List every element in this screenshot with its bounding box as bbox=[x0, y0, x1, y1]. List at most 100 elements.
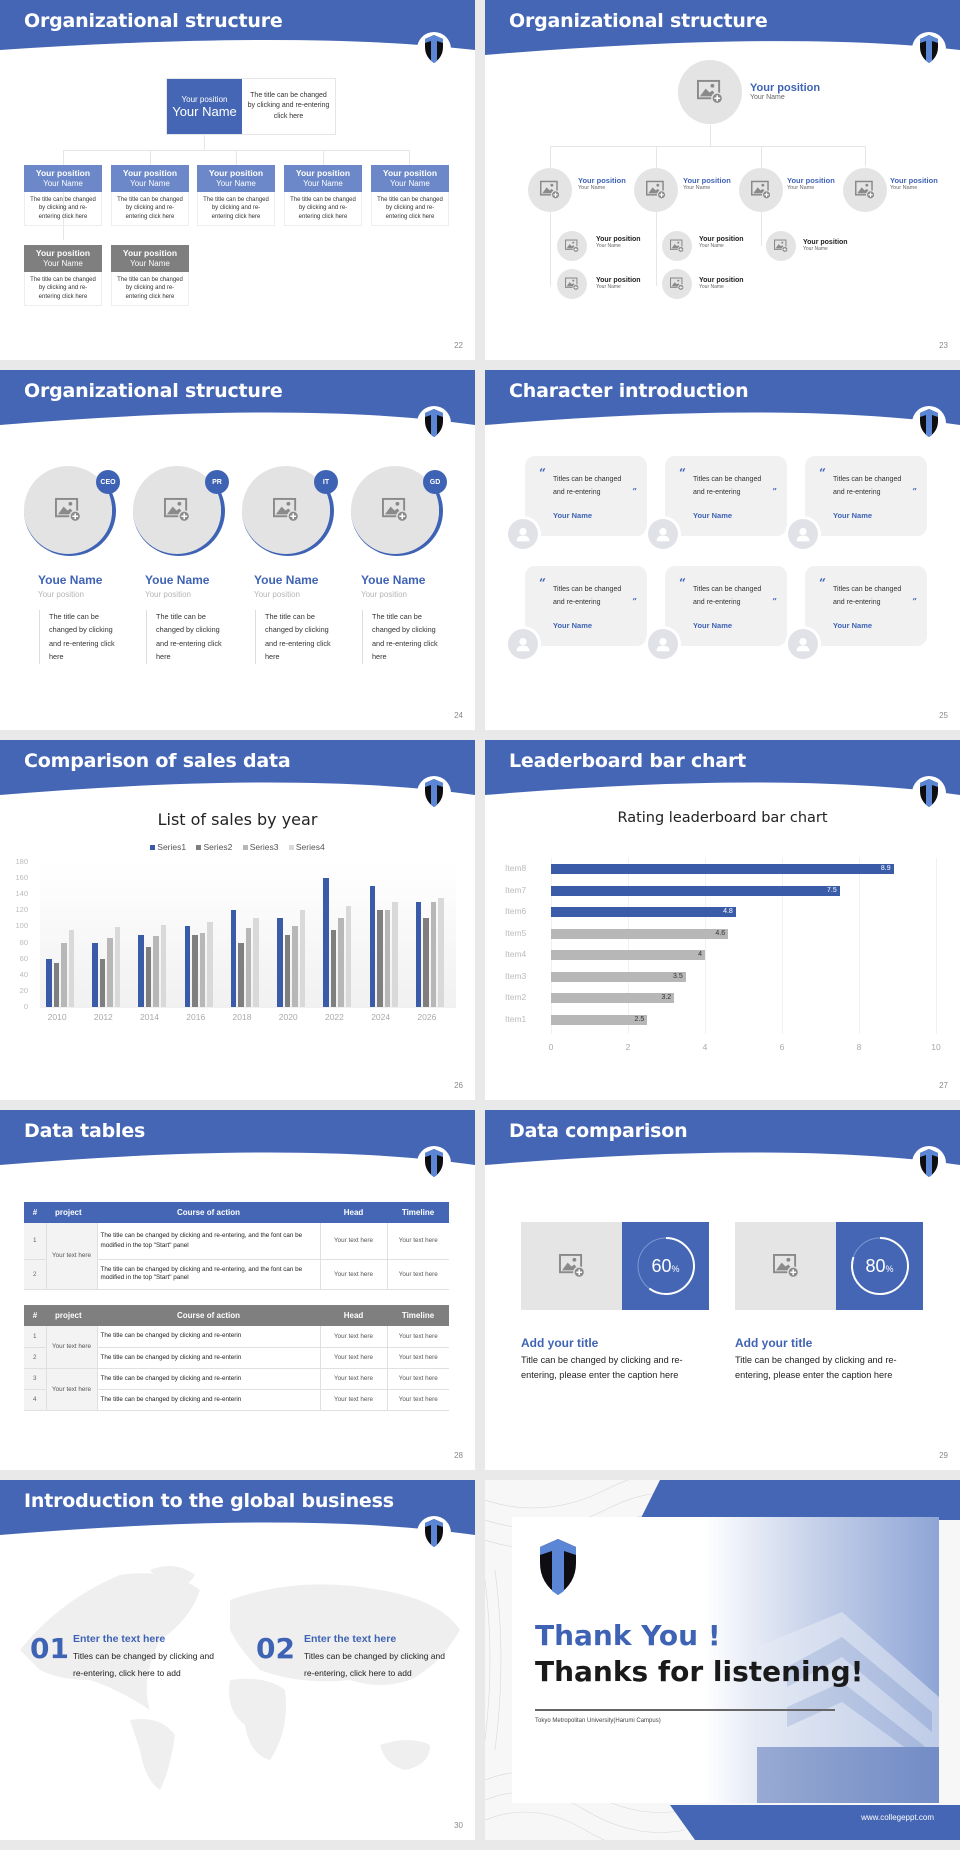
bar[interactable] bbox=[153, 936, 159, 1007]
person-photo[interactable]: GD bbox=[351, 466, 447, 556]
bar[interactable] bbox=[253, 918, 259, 1007]
bar[interactable] bbox=[61, 942, 67, 1007]
bar[interactable] bbox=[68, 930, 74, 1007]
bar[interactable] bbox=[138, 934, 144, 1007]
table-row[interactable]: 2 The title can be changed by clicking a… bbox=[24, 1259, 449, 1290]
image-placeholder[interactable] bbox=[735, 1222, 836, 1310]
testimonial-card[interactable]: “ Titles can be changed and re-entering ” Y… bbox=[805, 566, 927, 646]
table-row[interactable]: 2 The title can be changed by clicking a… bbox=[24, 1347, 449, 1369]
website-link[interactable]: www.collegeppt.com bbox=[861, 1813, 934, 1822]
avatar[interactable] bbox=[645, 626, 681, 662]
org-box[interactable]: Your position Your Name The title can be c… bbox=[24, 165, 102, 226]
bar[interactable] bbox=[299, 910, 306, 1007]
bar[interactable] bbox=[114, 927, 121, 1007]
bar[interactable] bbox=[392, 902, 398, 1007]
bar[interactable] bbox=[245, 928, 252, 1007]
table-row[interactable]: 1 Your text here The title can be change… bbox=[24, 1223, 449, 1290]
bar[interactable]: 3.2 bbox=[551, 993, 675, 1003]
slide-24[interactable]: Organizational structure CEO PR IT GD Yo… bbox=[0, 370, 475, 730]
slide-29[interactable]: Data comparison 60% 80% Add your title T… bbox=[485, 1110, 960, 1470]
slide-25[interactable]: Character introduction “ Titles can be ch… bbox=[485, 370, 960, 730]
bar[interactable] bbox=[277, 918, 283, 1007]
bar[interactable] bbox=[438, 898, 444, 1007]
avatar[interactable] bbox=[785, 516, 821, 552]
bar[interactable]: 4.6 bbox=[551, 928, 729, 939]
bar[interactable]: 7.5 bbox=[551, 885, 840, 896]
avatar[interactable] bbox=[645, 516, 681, 552]
avatar-placeholder[interactable] bbox=[557, 269, 587, 299]
slide-27[interactable]: Leaderboard bar chart Rating leaderboard… bbox=[485, 740, 960, 1100]
bar[interactable] bbox=[46, 958, 52, 1007]
avatar[interactable] bbox=[505, 626, 541, 662]
bar[interactable] bbox=[92, 942, 98, 1007]
org-box[interactable]: Your position Your Name The title can be c… bbox=[111, 165, 189, 226]
bar[interactable]: 4 bbox=[551, 950, 705, 960]
table-row[interactable]: 3 Your text here The title can be change… bbox=[24, 1368, 449, 1411]
testimonial-card[interactable]: “ Titles can be changed and re-entering ” Y… bbox=[525, 566, 647, 646]
bar[interactable] bbox=[53, 962, 59, 1007]
bar[interactable] bbox=[384, 910, 391, 1007]
person-photo[interactable]: CEO bbox=[24, 466, 120, 556]
table-row[interactable]: 1 Your text here The title can be change… bbox=[24, 1326, 449, 1369]
bar[interactable] bbox=[199, 932, 206, 1007]
bar[interactable] bbox=[430, 902, 437, 1007]
bar[interactable]: 8.9 bbox=[551, 864, 894, 874]
bar[interactable]: 2.5 bbox=[551, 1014, 648, 1025]
image-placeholder[interactable] bbox=[521, 1222, 622, 1310]
comparison-card[interactable]: 60% bbox=[521, 1222, 709, 1310]
slide-26[interactable]: Comparison of sales data List of sales b… bbox=[0, 740, 475, 1100]
slide-22[interactable]: Organizational structure Your position Yo… bbox=[0, 0, 475, 360]
bar[interactable] bbox=[230, 910, 237, 1007]
org-box[interactable]: Your position Your Name The title can be c… bbox=[284, 165, 362, 226]
org-box[interactable]: Your position Your Name The title can be c… bbox=[24, 245, 102, 306]
avatar[interactable] bbox=[505, 516, 541, 552]
person-photo[interactable]: IT bbox=[242, 466, 338, 556]
avatar-placeholder[interactable] bbox=[557, 231, 587, 261]
bar[interactable] bbox=[330, 929, 337, 1007]
bar[interactable] bbox=[238, 942, 244, 1007]
avatar-placeholder[interactable] bbox=[662, 231, 692, 261]
bar[interactable]: 4.8 bbox=[551, 907, 736, 917]
org-box[interactable]: Your position Your Name The title can be c… bbox=[111, 245, 189, 306]
bar[interactable] bbox=[107, 937, 113, 1007]
person-photo[interactable]: PR bbox=[133, 466, 229, 556]
slide-thank-you[interactable]: Thank You ! Thanks for listening! Tokyo … bbox=[485, 1480, 960, 1840]
bar[interactable] bbox=[369, 886, 376, 1007]
bar[interactable] bbox=[160, 924, 167, 1007]
testimonial-card[interactable]: “ Titles can be changed and re-entering ” Y… bbox=[665, 456, 787, 536]
avatar-placeholder[interactable] bbox=[766, 231, 796, 261]
comparison-card[interactable]: 80% bbox=[735, 1222, 923, 1310]
slide-28[interactable]: Data tables # project Course of action H… bbox=[0, 1110, 475, 1470]
bar[interactable] bbox=[284, 934, 291, 1007]
bar[interactable]: 3.5 bbox=[551, 971, 686, 982]
testimonial-card[interactable]: “ Titles can be changed and re-entering ” Y… bbox=[805, 456, 927, 536]
bar[interactable] bbox=[192, 934, 198, 1007]
bar[interactable] bbox=[99, 958, 106, 1007]
avatar-placeholder[interactable] bbox=[662, 269, 692, 299]
bar[interactable] bbox=[377, 910, 383, 1007]
slide-30[interactable]: Introduction to the global business 01 E… bbox=[0, 1480, 475, 1840]
bar[interactable] bbox=[345, 905, 352, 1007]
testimonial-card[interactable]: “ Titles can be changed and re-entering ” Y… bbox=[665, 566, 787, 646]
table-row[interactable]: 4 The title can be changed by clicking a… bbox=[24, 1389, 449, 1411]
avatar-placeholder[interactable] bbox=[739, 168, 783, 212]
bar[interactable] bbox=[292, 926, 298, 1007]
avatar[interactable] bbox=[785, 626, 821, 662]
avatar-placeholder[interactable] bbox=[843, 168, 887, 212]
bar[interactable] bbox=[338, 918, 344, 1007]
slide-23[interactable]: Organizational structure Your position Yo… bbox=[485, 0, 960, 360]
org-box[interactable]: Your position Your Name The title can be c… bbox=[197, 165, 275, 226]
bar[interactable] bbox=[415, 902, 422, 1007]
org-top-box[interactable]: Your position Your Name The title can be … bbox=[166, 78, 336, 135]
bar[interactable] bbox=[207, 922, 213, 1007]
y-tick: Item8 bbox=[505, 863, 527, 873]
avatar-placeholder[interactable] bbox=[634, 168, 678, 212]
bar[interactable] bbox=[184, 926, 191, 1007]
bar[interactable] bbox=[323, 878, 329, 1007]
testimonial-card[interactable]: “ Titles can be changed and re-entering ” Y… bbox=[525, 456, 647, 536]
org-box[interactable]: Your position Your Name The title can be c… bbox=[371, 165, 449, 226]
avatar-placeholder[interactable] bbox=[528, 168, 572, 212]
bar[interactable] bbox=[145, 946, 152, 1007]
avatar-placeholder[interactable] bbox=[678, 60, 742, 124]
bar[interactable] bbox=[423, 918, 429, 1007]
